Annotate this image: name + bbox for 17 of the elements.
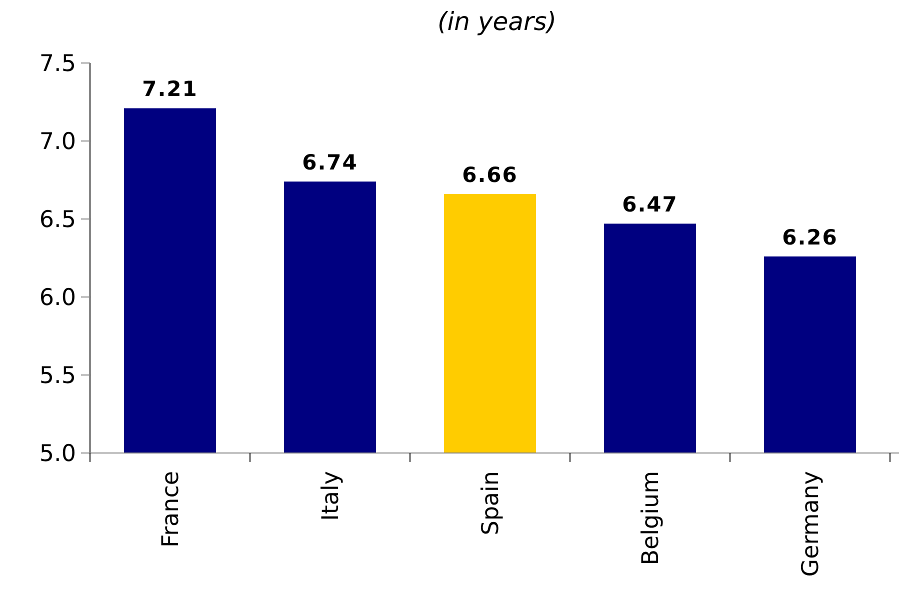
y-tick-label: 7.0 <box>39 129 76 156</box>
chart-title: (in years) <box>437 7 557 36</box>
x-tick-label: Belgium <box>638 471 664 566</box>
x-tick-label: France <box>158 471 184 548</box>
y-tick-label: 5.5 <box>39 363 76 390</box>
y-tick-label: 6.0 <box>39 285 76 312</box>
data-label: 6.26 <box>782 225 838 250</box>
y-tick-label: 5.0 <box>39 441 76 468</box>
data-label: 7.21 <box>142 77 198 102</box>
x-tick-label: Italy <box>318 471 344 521</box>
x-tick-label: Germany <box>798 471 824 577</box>
data-label: 6.47 <box>622 192 678 217</box>
y-tick-label: 7.5 <box>39 51 76 78</box>
data-label: 6.74 <box>302 150 358 175</box>
y-tick-label: 6.5 <box>39 207 76 234</box>
data-label: 6.66 <box>462 163 518 188</box>
x-tick-label: Spain <box>478 471 504 536</box>
